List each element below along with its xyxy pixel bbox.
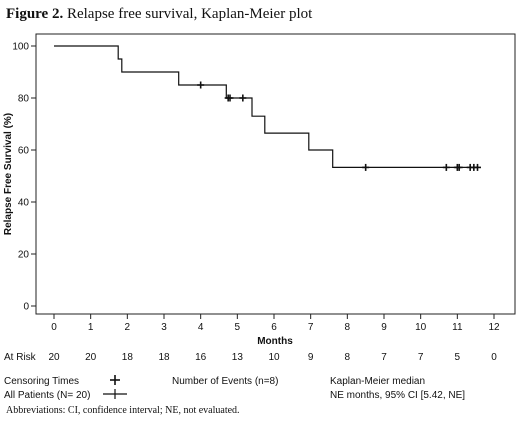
x-tick-label: 12 — [488, 322, 500, 333]
at-risk-count: 20 — [48, 352, 60, 363]
legend-km-value: NE months, 95% CI [5.42, NE] — [330, 390, 465, 401]
legend-censoring-label: Censoring Times — [4, 376, 79, 387]
legend-events-label: Number of Events (n=8) — [172, 376, 278, 387]
legend-series-label: All Patients (N= 20) — [4, 390, 90, 401]
figure-label: Figure 2. — [6, 6, 64, 22]
x-tick-label: 11 — [452, 322, 463, 333]
at-risk-count: 9 — [308, 352, 314, 363]
censor-marks — [197, 81, 481, 171]
x-tick-label: 8 — [345, 322, 351, 333]
plot-frame — [35, 33, 516, 315]
censor-mark — [474, 163, 481, 171]
legend-censor-icon — [110, 375, 120, 385]
legend-km-label: Kaplan-Meier median — [330, 376, 425, 387]
x-tick-label: 10 — [415, 322, 427, 333]
censor-mark — [455, 163, 463, 171]
at-risk-label: At Risk — [4, 352, 37, 363]
censor-mark — [226, 94, 234, 102]
x-axis-label: Months — [257, 336, 293, 347]
x-tick-label: 6 — [271, 322, 277, 333]
censor-mark — [442, 163, 450, 171]
y-tick-label: 0 — [23, 302, 29, 313]
at-risk-count: 10 — [268, 352, 280, 363]
censor-mark — [362, 163, 370, 171]
y-axis: 0 20 40 60 80 100 — [12, 42, 36, 313]
footnote: Abbreviations: CI, confidence interval; … — [6, 405, 240, 416]
km-curve-all-patients — [54, 45, 480, 168]
at-risk-row: 20 20 18 18 16 13 10 9 8 7 7 5 0 — [48, 352, 497, 363]
y-axis-label: Relapse Free Survival (%) — [3, 113, 14, 235]
at-risk-count: 18 — [158, 352, 170, 363]
y-tick-label: 40 — [18, 198, 30, 209]
y-tick-label: 80 — [18, 94, 30, 105]
at-risk-count: 13 — [232, 352, 244, 363]
x-tick-label: 7 — [308, 322, 314, 333]
x-tick-label: 3 — [161, 322, 167, 333]
x-tick-label: 0 — [51, 322, 57, 333]
at-risk-count: 20 — [85, 352, 97, 363]
at-risk-count: 0 — [491, 352, 497, 363]
at-risk-count: 18 — [122, 352, 134, 363]
at-risk-count: 16 — [195, 352, 207, 363]
x-axis: 0 1 2 3 4 5 6 7 8 9 10 11 12 — [51, 314, 500, 333]
at-risk-count: 5 — [455, 352, 461, 363]
x-tick-label: 9 — [381, 322, 387, 333]
y-tick-label: 20 — [18, 250, 30, 261]
at-risk-count: 8 — [345, 352, 351, 363]
at-risk-count: 7 — [381, 352, 387, 363]
y-tick-label: 60 — [18, 146, 30, 157]
y-tick-label: 100 — [12, 42, 29, 53]
figure-title: Figure 2. Relapse free survival, Kaplan-… — [6, 6, 312, 23]
x-tick-label: 4 — [198, 322, 204, 333]
legend-series-icon — [103, 389, 127, 399]
figure-title-text: Relapse free survival, Kaplan-Meier plot — [66, 6, 313, 22]
x-tick-label: 5 — [235, 322, 241, 333]
x-tick-label: 2 — [125, 322, 131, 333]
censor-mark — [239, 94, 247, 102]
censor-mark — [197, 81, 205, 89]
at-risk-count: 7 — [418, 352, 424, 363]
x-tick-label: 1 — [88, 322, 94, 333]
